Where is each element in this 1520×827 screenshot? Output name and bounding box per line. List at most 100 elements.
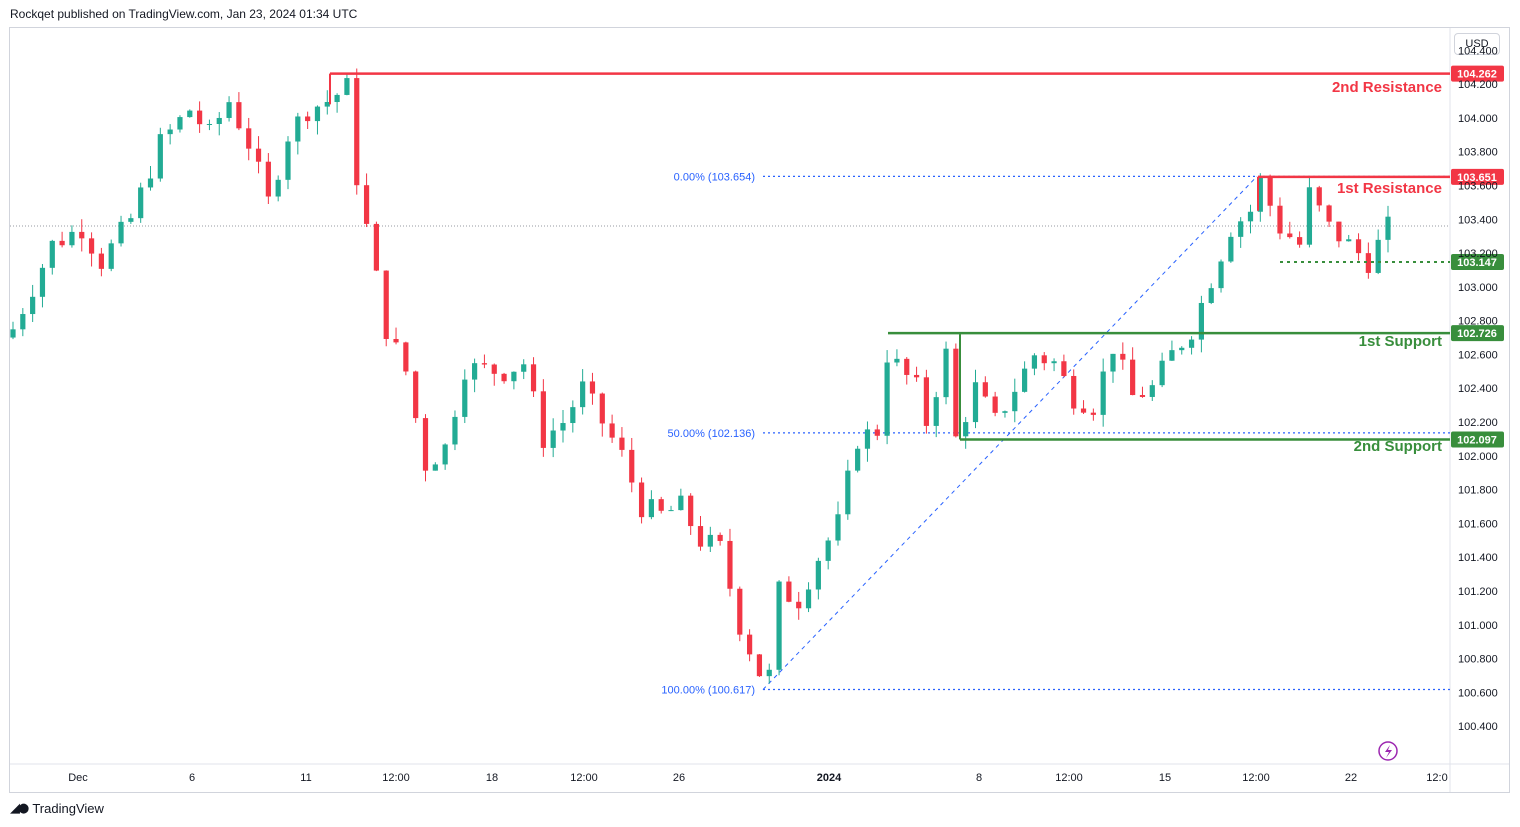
candle: [246, 117, 252, 161]
candle: [59, 231, 65, 248]
currency-button[interactable]: USD: [1454, 33, 1500, 55]
candle: [963, 416, 969, 449]
candle: [1375, 229, 1381, 275]
level-price-text: 102.097: [1457, 434, 1497, 446]
candle: [334, 93, 340, 113]
time-tick-label: 22: [1345, 772, 1357, 784]
candle: [933, 391, 939, 438]
candle: [874, 424, 880, 441]
candle: [285, 136, 291, 190]
candle: [747, 629, 753, 662]
candle: [1247, 204, 1254, 234]
price-tick-label: 102.800: [1458, 316, 1498, 328]
candle: [766, 663, 772, 684]
level-price-text: 103.651: [1457, 172, 1497, 184]
fibonacci-retracement: 0.00% (103.654) 50.00% (102.136) 100.00% (…: [661, 171, 1450, 697]
candle: [953, 343, 959, 438]
candle: [1297, 231, 1303, 248]
candle: [845, 459, 851, 520]
price-tick-label: 103.800: [1458, 147, 1498, 159]
time-tick-label: 11: [300, 772, 311, 784]
level-1st-resistance[interactable]: 103.651 1st Resistance: [1257, 168, 1504, 211]
candle: [1257, 173, 1263, 222]
candle: [727, 528, 733, 597]
candle: [835, 501, 841, 546]
candle: [756, 653, 763, 677]
candle: [1228, 232, 1234, 263]
candle: [197, 101, 203, 133]
publisher-line: Rockqet published on TradingView.com, Ja…: [10, 7, 358, 21]
candle: [403, 341, 409, 376]
candle: [894, 349, 900, 367]
level-intraday-support[interactable]: 103.147: [1280, 254, 1504, 271]
time-tick-label: 8: [976, 772, 982, 784]
candle: [913, 366, 920, 382]
candle: [1238, 217, 1244, 248]
candle: [1287, 221, 1293, 239]
candle: [314, 105, 321, 135]
candle: [147, 165, 154, 191]
price-axis[interactable]: 104.400 104.200 104.000 103.800 103.600 103.4…: [1458, 45, 1498, 733]
candle: [599, 392, 605, 437]
price-tick-label: 103.200: [1458, 248, 1498, 260]
candle: [1277, 197, 1283, 240]
candle: [265, 153, 271, 205]
candle: [796, 591, 802, 620]
candle: [678, 488, 684, 511]
candles: [10, 68, 1391, 684]
candle: [786, 576, 792, 603]
tradingview-logo-icon: ◢●: [10, 801, 29, 816]
candle: [481, 354, 488, 369]
candle: [1326, 204, 1332, 228]
candle: [884, 350, 890, 445]
price-tick-label: 100.400: [1458, 721, 1498, 733]
candle: [697, 516, 704, 551]
candle: [1061, 354, 1067, 378]
time-tick-label: Dec: [68, 772, 88, 784]
candle: [570, 400, 576, 433]
time-tick-label: 26: [673, 772, 685, 784]
level-2nd-support[interactable]: 102.097 2nd Support: [959, 334, 1504, 455]
candle: [688, 493, 694, 535]
time-tick-label: 12:0: [1426, 772, 1447, 784]
candle: [501, 372, 507, 384]
candle: [1090, 408, 1096, 421]
candle: [619, 427, 625, 457]
candle: [1051, 358, 1057, 372]
price-tick-label: 101.600: [1458, 518, 1498, 530]
time-axis[interactable]: Dec 6 11 12:00 18 12:00 26 2024 8 12:00 15 12:00 22 1…: [68, 772, 1447, 784]
candle: [580, 369, 586, 415]
candle: [1080, 400, 1087, 414]
candle: [1218, 259, 1224, 293]
level-price-tag: [1451, 325, 1504, 342]
candle: [1365, 242, 1371, 279]
price-tick-label: 101.200: [1458, 586, 1498, 598]
candle: [20, 308, 26, 337]
candle: [638, 477, 645, 524]
brand-name: TradingView: [32, 801, 104, 816]
price-tick-label: 102.200: [1458, 417, 1498, 429]
replay-icon[interactable]: [1378, 741, 1398, 761]
candle: [1208, 283, 1214, 305]
candle: [30, 284, 36, 322]
candle: [972, 369, 979, 429]
level-price-text: 102.726: [1457, 328, 1497, 340]
brand[interactable]: ◢● TradingView: [10, 801, 104, 816]
level-1st-support[interactable]: 102.726 1st Support: [888, 325, 1504, 350]
candle: [177, 115, 183, 133]
price-tick-label: 103.000: [1458, 282, 1498, 294]
candle: [1159, 352, 1165, 388]
candle: [432, 462, 438, 471]
candle: [383, 270, 389, 347]
candle: [923, 369, 929, 434]
level-2nd-resistance[interactable]: 104.262 2nd Resistance: [329, 65, 1504, 105]
candle: [1022, 361, 1028, 393]
candle: [550, 418, 556, 458]
candle: [462, 369, 468, 424]
candle: [295, 112, 301, 155]
time-tick-label: 12:00: [1242, 772, 1270, 784]
level-name-label: 2nd Resistance: [1332, 79, 1442, 96]
candle: [521, 359, 527, 380]
candle: [275, 175, 281, 202]
